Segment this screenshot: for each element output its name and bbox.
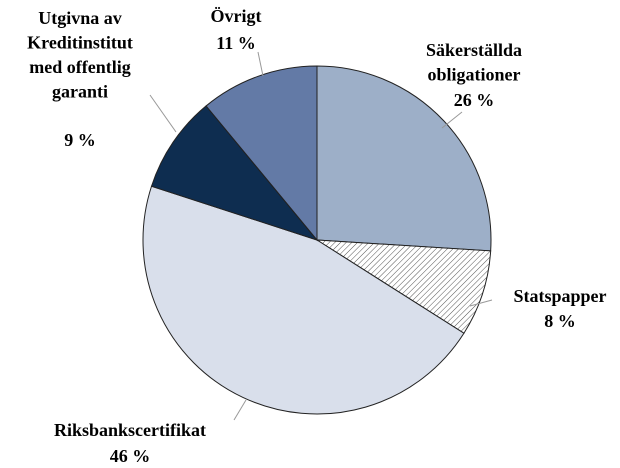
pie-slice (316, 65, 492, 252)
slice-label-line: Övrigt (211, 6, 262, 26)
value-label: 8 % (544, 311, 576, 331)
leader-line (469, 299, 493, 307)
leader-line (233, 399, 247, 421)
pie-slice (142, 185, 465, 415)
value-label: 11 % (216, 33, 256, 53)
slice-label-line: Utgivna av (38, 8, 122, 28)
slice-label-line: med offentlig (29, 57, 130, 77)
slice-label-line: obligationer (428, 65, 521, 85)
slice-label: Övrigt (211, 6, 262, 26)
slice-label-line: Riksbankscertifikat (54, 420, 206, 440)
leader-line (257, 51, 264, 77)
slice-label: Statspapper (513, 286, 606, 306)
pie-slice (150, 105, 319, 242)
slice-label: Säkerställda obligationer (426, 40, 522, 85)
leader-line (149, 94, 177, 133)
slice-label-line: Säkerställda (426, 40, 522, 60)
slice-label: Riksbankscertifikat (54, 420, 206, 440)
value-label: 46 % (110, 446, 151, 466)
value-label: 9 % (64, 130, 96, 150)
pie-slice (205, 65, 318, 242)
slice-label-line: garanti (52, 82, 108, 102)
slice-label-line: Statspapper (513, 286, 606, 306)
slice-label-line: Kreditinstitut (27, 33, 133, 53)
value-label: 26 % (454, 90, 495, 110)
leader-line (441, 111, 463, 129)
slice-label: Utgivna av Kreditinstitut med offentlig gar… (27, 8, 133, 102)
